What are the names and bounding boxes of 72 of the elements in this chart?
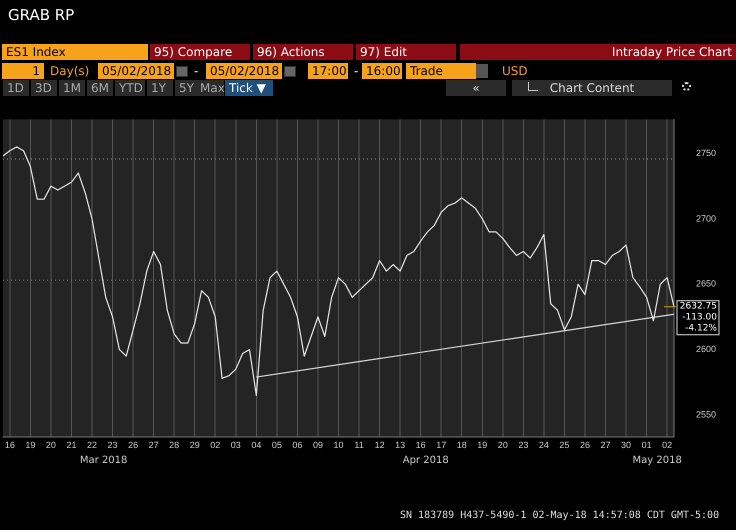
text: 3D [31,80,57,96]
text: 17:00 [308,63,348,79]
x-tick-label: 02 [662,440,672,450]
y-tick-label: 2600 [696,344,716,354]
text: Tick ▼ [225,80,273,96]
x-tick-label: 20 [46,440,56,450]
text: 05/02/2018 [98,63,174,79]
text: SN 183789 H437-5490-1 02-May-18 14:57:08 CDT GMT-5:00 [399,509,720,523]
x-tick-label: 10 [333,440,344,450]
text: 5Y [175,80,201,96]
x-tick-label: 19 [25,440,36,450]
text: 1 [2,63,44,79]
x-tick-label: 09 [312,440,323,450]
text: Intraday Price Chart [460,44,736,60]
text: 96) Actions [253,44,353,60]
text: ES1 Index [2,44,148,60]
x-tick-label: 23 [518,440,528,450]
text: -113.00 [682,312,718,323]
text: 2632.75 [680,302,717,312]
text: - [353,63,360,79]
chart-title: GRAB RP [8,6,74,24]
x-tick-label: 12 [374,440,385,450]
x-tick-label: 26 [580,440,590,450]
y-tick-label: 2650 [696,278,716,289]
text: 6M [87,80,113,96]
text: 16:00 [362,63,402,79]
text: 1M [59,80,85,96]
x-tick-label: 02 [210,440,220,450]
x-tick-label: 17 [436,440,446,450]
x-tick-label: 11 [354,440,364,450]
x-tick-label: 03 [230,440,241,450]
text: USD [501,63,529,79]
text: -4.12% [685,324,718,334]
x-tick-label: 27 [148,440,159,450]
y-tick-label: 2750 [696,148,716,158]
text: Max [196,80,225,96]
x-tick-label: 16 [4,440,15,450]
text: 1Y [147,80,173,96]
x-tick-label: 05 [272,440,282,450]
text: YTD [115,80,145,96]
text: 95) Compare [150,44,250,60]
y-tick-label: 2550 [696,409,716,420]
text: Chart Content [512,80,672,96]
text: 97) Edit [356,44,456,60]
x-tick-label: 21 [66,440,76,450]
text: Mar 2018 [80,454,128,466]
x-tick-label: 16 [416,440,426,450]
text: Apr 2018 [402,454,449,466]
x-tick-label: 30 [621,440,632,450]
x-tick-label: 25 [559,440,570,450]
x-tick-label: 18 [456,440,467,450]
x-tick-label: 29 [190,440,200,450]
x-tick-label: 19 [477,440,488,450]
text: « [446,80,506,96]
x-tick-label: 13 [395,440,406,450]
x-tick-label: 27 [600,440,611,450]
x-tick-label: 06 [292,440,302,450]
text: Day(s) [49,63,90,79]
text: Trade [406,63,476,79]
text: 05/02/2018 [206,63,282,79]
text: May 2018 [632,454,682,466]
x-tick-label: 04 [251,440,262,450]
x-tick-label: 23 [108,440,118,450]
text: 1D [3,80,29,96]
y-tick-label: 2700 [696,213,716,224]
x-tick-label: 28 [169,440,180,450]
x-tick-label: 22 [87,440,98,450]
x-tick-label: 26 [128,440,138,450]
x-tick-label: 24 [538,440,549,450]
x-tick-label: 01 [642,440,652,450]
x-tick-label: 20 [498,440,508,450]
text: - [193,63,200,79]
